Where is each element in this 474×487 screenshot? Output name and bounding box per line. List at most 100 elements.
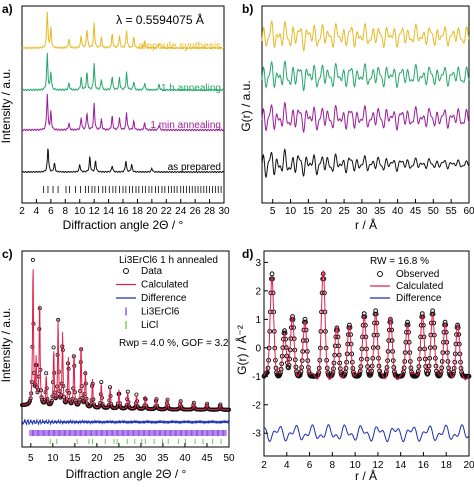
x-tick-label: 4 [284,460,290,471]
legend-label: Calculated [141,280,188,291]
y-tick-label: -3 [252,429,261,440]
x-tick-label: 30 [356,206,368,217]
x-tick-label: 12 [89,206,101,217]
difference-line [263,424,470,443]
panel-a-xlabel: Diffraction angle 2Θ / ° [63,218,184,232]
x-tick-label: 5 [270,206,276,217]
panel-d-frame [263,250,470,457]
x-tick-label: 45 [201,453,213,464]
x-tick-label: 12 [372,460,384,471]
x-tick-label: 4 [34,206,40,217]
pdf-series-line [261,60,470,92]
xrd-series-line [21,148,225,174]
x-tick-label: 15 [69,453,81,464]
legend-symbol-circle [377,271,383,277]
panel-b-xlabel: r / Å [355,217,377,232]
panel-b-xticks: 5 10 15 20 25 30 35 40 45 50 55 60 [270,199,474,217]
panel-c-plot [19,257,231,444]
data-point [49,400,54,405]
series-label-1h: 1 h annealing [161,83,221,94]
x-tick-label: 8 [63,206,69,217]
x-tick-label: 25 [113,453,125,464]
x-tick-label: 60 [463,206,474,217]
refinement-title: Li3ErCl6 1 h annealed [119,255,218,266]
x-tick-label: 2 [261,460,267,471]
x-tick-label: 8 [330,460,336,471]
panel-b-ylabel: G(r) / a.u. [239,80,253,131]
x-tick-label: 14 [103,206,115,217]
panel-d-ylabel: G(r) / Å⁻² [234,325,249,375]
x-tick-label: 20 [463,460,474,471]
x-tick-label: 40 [392,206,404,217]
x-tick-label: 10 [74,206,86,217]
x-tick-label: 20 [146,206,158,217]
observed-point [405,319,410,325]
x-tick-label: 26 [190,206,202,217]
data-point [99,380,104,385]
x-tick-label: 55 [446,206,458,217]
x-tick-label: 10 [350,460,362,471]
panel-c-xlabel: Diffraction angle 2Θ / ° [66,467,187,481]
x-tick-label: 14 [395,460,407,471]
x-tick-label: 24 [175,206,187,217]
legend-label: Difference [141,293,187,304]
pdf-series-line [261,147,470,179]
pdf-series-line [261,101,470,134]
legend-label: Calculated [396,281,443,292]
panel-d-yticks: -3 -2 -1 0 1 2 3 [252,258,268,440]
observed-point [334,325,340,331]
x-tick-label: 35 [374,206,386,217]
y-tick-label: 2 [255,286,261,297]
panel-c-ylabel: Intensity / a.u. [0,308,13,383]
panel-b-plot [261,19,470,179]
panel-b: b) G(r) / a.u. 5 10 15 20 25 30 35 40 45 50 55 60 r… [239,2,474,232]
x-tick-label: 45 [410,206,422,217]
observed-point [269,271,275,277]
refinement-stats: Rwp = 4.0 %, GOF = 3.2 [119,338,229,349]
panel-c: c) Intensity / a.u. Li3ErCl6 1 h anneale… [0,247,235,481]
observed-point [286,365,291,371]
panel-a-ylabel: Intensity / a.u. [0,69,13,144]
x-tick-label: 2 [19,206,25,217]
x-tick-label: 10 [285,206,297,217]
legend-label: Data [141,266,163,277]
series-label-1min: 1 min annealing [150,120,221,131]
calculated-line [22,269,229,411]
x-tick-label: 25 [339,206,351,217]
panel-a-label: a) [2,2,13,16]
panel-b-frame [261,5,470,204]
x-tick-label: 30 [218,206,230,217]
panel-a-frame [21,5,225,204]
panel-c-xticks: 5 10 15 20 25 30 35 40 45 50 [28,443,235,464]
calculated-line [263,269,470,381]
observed-point [466,373,472,379]
data-point [44,371,49,376]
x-tick-label: 20 [91,453,103,464]
rw-annotation: RW = 16.8 % [370,256,429,267]
x-tick-label: 18 [441,460,453,471]
observed-point [302,316,308,322]
legend-label: Li3ErCl6 [141,307,180,318]
difference-line [21,418,230,426]
x-tick-label: 35 [157,453,169,464]
y-tick-label: -2 [252,400,261,411]
panel-c-label: c) [2,247,13,261]
legend-label: Difference [396,293,442,304]
x-tick-label: 5 [28,453,34,464]
panel-a-plot [21,11,225,193]
panel-c-frame [21,250,230,448]
series-label-as-prepared: as prepared [168,162,221,173]
x-tick-label: 18 [132,206,144,217]
panel-b-label: b) [242,2,253,16]
panel-d-xticks: 2 4 6 8 10 12 14 16 18 20 [261,452,474,471]
panel-d-xlabel: r / Å [355,468,377,483]
panel-a: a) Intensity / a.u. λ = 0.5594075 Å ampo… [0,2,230,232]
xrd-series-line [21,93,225,132]
x-tick-label: 40 [179,453,191,464]
xrd-series-line [21,52,225,92]
x-tick-label: 28 [204,206,216,217]
y-tick-label: 0 [255,343,261,354]
x-tick-label: 30 [135,453,147,464]
xrd-series-line [21,11,225,50]
